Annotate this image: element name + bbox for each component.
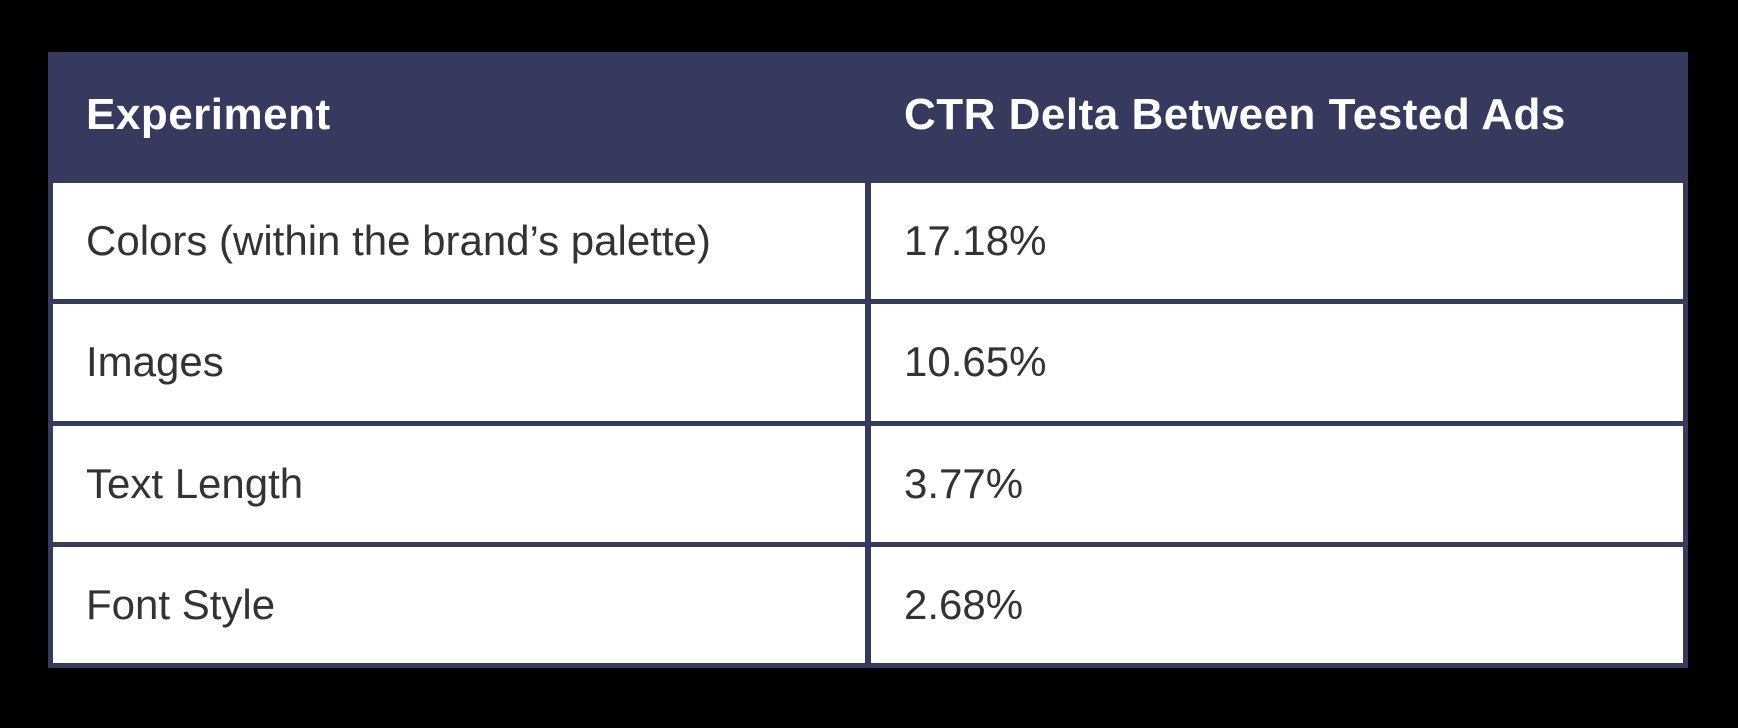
- cell-ctr-delta-row-1: 17.18%: [871, 183, 1683, 300]
- cell-ctr-delta-row-2: 10.65%: [871, 304, 1683, 421]
- cell-experiment-row-1: Colors (within the brand’s palette): [53, 183, 865, 300]
- cell-ctr-delta-row-4: 2.68%: [871, 546, 1683, 663]
- column-header-experiment: Experiment: [53, 52, 865, 178]
- cell-experiment-row-4: Font Style: [53, 546, 865, 663]
- cell-ctr-delta-row-3: 3.77%: [871, 425, 1683, 542]
- column-header-ctr-delta: CTR Delta Between Tested Ads: [871, 52, 1683, 178]
- ctr-experiments-table: Experiment CTR Delta Between Tested Ads …: [48, 52, 1688, 668]
- cell-experiment-row-2: Images: [53, 304, 865, 421]
- cell-experiment-row-3: Text Length: [53, 425, 865, 542]
